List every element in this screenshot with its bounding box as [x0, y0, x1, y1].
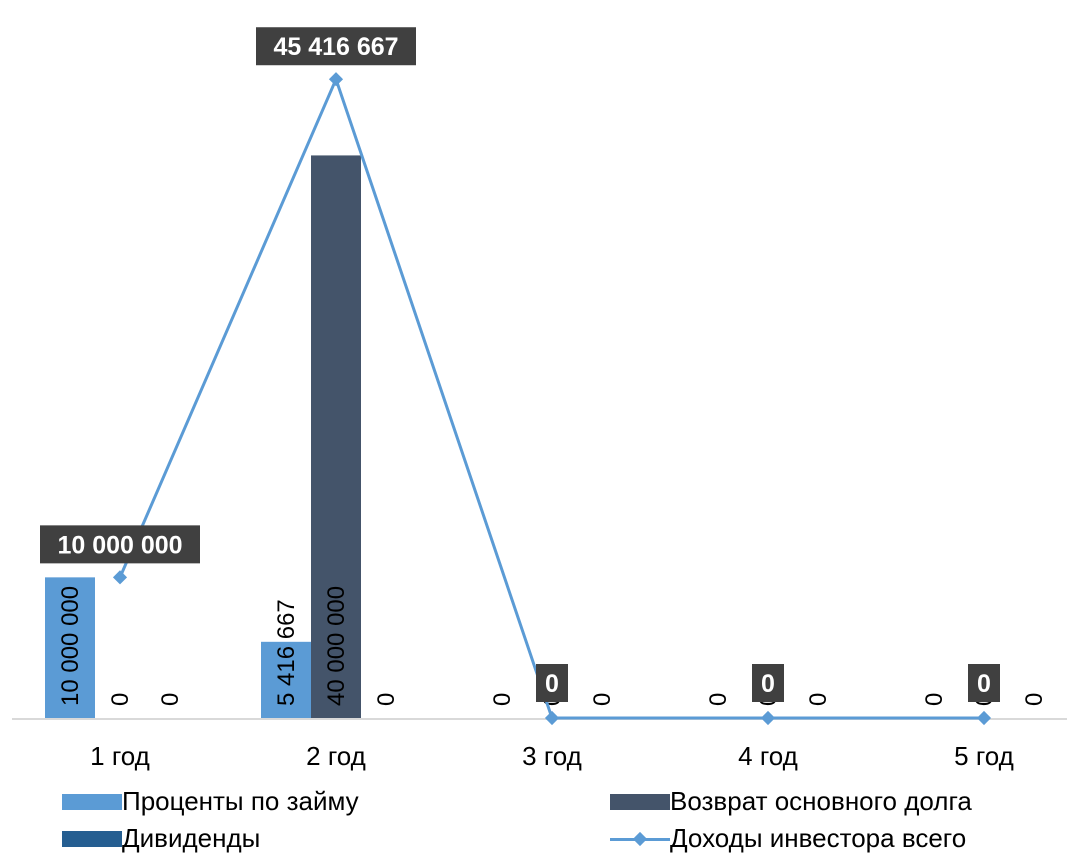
- bar-interest-1: [45, 577, 95, 718]
- legend-label-principal: Возврат основного долга: [670, 786, 972, 816]
- bar-label-dividends-5: 0: [1021, 693, 1048, 706]
- bar-label-dividends-1: 0: [157, 693, 184, 706]
- total-label-5: 0: [968, 664, 1000, 702]
- total-label-text-2: 45 416 667: [273, 33, 398, 61]
- total-label-3: 0: [536, 664, 568, 702]
- total-label-text-1: 10 000 000: [57, 531, 182, 559]
- bar-label-interest-1: 10 000 000: [57, 586, 84, 706]
- total-point-4: [760, 710, 776, 726]
- bar-principal-2: [311, 155, 361, 718]
- legend-item-interest[interactable]: Проценты по займу: [62, 786, 359, 817]
- bar-labels-layer: 10 000 000 0 0 5 416 667 40 000 000 0 0 0 0 0 0 0 0 0…: [57, 586, 1048, 706]
- bar-label-dividends-4: 0: [805, 693, 832, 706]
- total-label-box-5: [968, 664, 1000, 702]
- bar-interest-2: [261, 641, 311, 718]
- total-label-box-2: [256, 27, 416, 66]
- bar-label-interest-3: 0: [489, 693, 516, 706]
- legend-item-total[interactable]: Доходы инвестора всего: [610, 823, 966, 854]
- total-line: [118, 75, 984, 720]
- legend-swatch-interest: [62, 793, 122, 810]
- bar-label-dividends-2: 0: [373, 693, 400, 706]
- bar-label-dividends-3: 0: [589, 693, 616, 706]
- category-labels-layer: 1 год 2 год 3 год 4 год 5 год: [90, 741, 1014, 771]
- total-label-box-3: [536, 664, 568, 702]
- category-label-3: 3 год: [522, 741, 582, 771]
- legend-label-dividends: Дивиденды: [122, 823, 261, 853]
- legend-label-interest: Проценты по займу: [122, 786, 359, 816]
- total-label-box-4: [752, 664, 784, 702]
- total-point-2: [328, 72, 344, 87]
- total-line-layer: [112, 72, 992, 726]
- bar-label-interest-5: 0: [921, 693, 948, 706]
- total-point-3: [544, 710, 560, 726]
- category-label-2: 2 год: [306, 741, 366, 771]
- total-label-text-3: 0: [545, 670, 559, 698]
- total-label-text-5: 0: [977, 670, 991, 698]
- legend-swatch-dividends: [62, 830, 122, 847]
- total-labels-layer: 10 000 000 45 416 667 0 0 0: [40, 27, 1000, 702]
- category-label-4: 4 год: [738, 741, 798, 771]
- bar-label-principal-1: 0: [107, 693, 134, 706]
- total-label-1: 10 000 000: [40, 525, 200, 564]
- bar-label-principal-2: 40 000 000: [323, 586, 350, 706]
- legend-swatch-principal: [610, 793, 670, 810]
- category-label-1: 1 год: [90, 741, 150, 771]
- legend-swatch-total: [610, 831, 670, 847]
- category-label-5: 5 год: [954, 741, 1014, 771]
- bar-label-interest-2: 5 416 667: [273, 599, 300, 706]
- total-label-box-1: [40, 525, 200, 564]
- legend-item-principal[interactable]: Возврат основного долга: [610, 786, 972, 817]
- legend-item-dividends[interactable]: Дивиденды: [62, 823, 260, 854]
- bars-layer: [45, 155, 361, 718]
- total-label-4: 0: [752, 664, 784, 702]
- total-label-2: 45 416 667: [256, 27, 416, 66]
- total-point-1: [112, 570, 128, 585]
- total-point-5: [976, 710, 992, 726]
- total-label-text-4: 0: [761, 670, 775, 698]
- legend-label-total: Доходы инвестора всего: [670, 823, 967, 853]
- bar-label-interest-4: 0: [705, 693, 732, 706]
